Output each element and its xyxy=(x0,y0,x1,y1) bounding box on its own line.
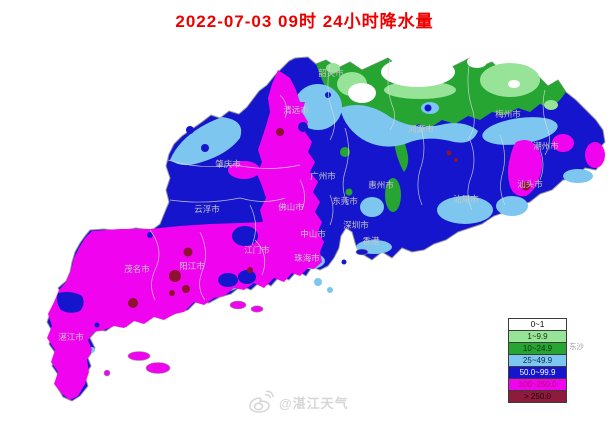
city-boundaries xyxy=(149,59,550,301)
page-title: 2022-07-03 09时 24小时降水量 xyxy=(175,12,434,31)
weibo-logo-icon xyxy=(249,390,274,413)
city-label-shaoguan: 韶关市 xyxy=(318,68,344,78)
city-label-shanwei: 汕尾市 xyxy=(453,194,479,204)
legend-row: > 250.0 xyxy=(509,390,566,402)
legend-row: 10~24.9 xyxy=(509,342,566,354)
islands xyxy=(103,300,264,377)
city-label-zhuhai: 珠海市 xyxy=(294,253,320,263)
legend-row: 50.0~99.9 xyxy=(509,366,566,378)
city-label-zhongshan: 中山市 xyxy=(300,229,326,239)
city-label-huizhou: 惠州市 xyxy=(368,180,394,190)
legend-row: 1~9.9 xyxy=(509,330,566,342)
watermark-handle: @湛江天气 xyxy=(279,395,349,411)
city-label-zhanjiang: 湛江市 xyxy=(58,332,84,342)
city-label-zhaoqing: 肇庆市 xyxy=(215,159,241,169)
rain-region-0-1 xyxy=(348,56,520,103)
city-label-dongguan: 东莞市 xyxy=(332,196,358,206)
legend: 0~1 1~9.9 10~24.9 25~49.9 50.0~99.9 100~250.0… xyxy=(508,318,567,403)
city-label-meizhou: 梅州市 xyxy=(495,109,521,119)
city-label-hongkong: 香港 xyxy=(362,236,380,246)
city-label-foshan: 佛山市 xyxy=(278,202,304,212)
city-label-yunfu: 云浮市 xyxy=(194,204,220,214)
city-label-qingyuan: 清远市 xyxy=(283,105,309,115)
city-label-maoming: 茂名市 xyxy=(124,264,150,274)
rain-overlay-50-100 xyxy=(57,92,432,328)
city-label-shantou: 汕头市 xyxy=(517,179,543,189)
city-label-chaozhou: 潮州市 xyxy=(533,141,559,151)
legend-row: 25~49.9 xyxy=(509,354,566,366)
city-label-guangzhou: 广州市 xyxy=(310,171,336,181)
dongsha-island-label: 东沙 xyxy=(569,341,584,351)
watermark: @湛江天气 xyxy=(248,390,349,414)
city-label-shenzhen: 深圳市 xyxy=(343,220,369,230)
city-label-heyuan: 河源市 xyxy=(408,124,434,134)
rain-region-gt-250 xyxy=(128,128,531,308)
city-label-jiangmen: 江门市 xyxy=(244,245,270,255)
legend-row: 100~250.0 xyxy=(509,378,566,390)
legend-row: 0~1 xyxy=(509,319,566,330)
city-label-yangjiang: 阳江市 xyxy=(179,261,205,271)
